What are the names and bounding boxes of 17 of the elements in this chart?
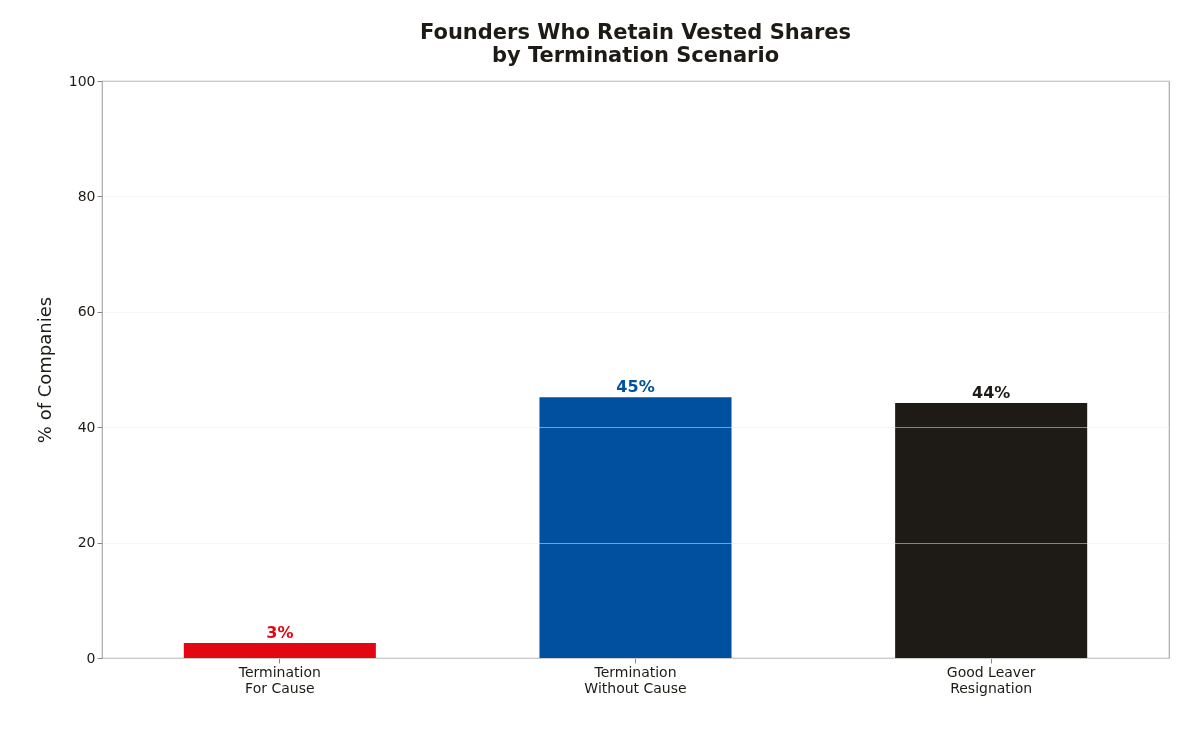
bar xyxy=(539,397,732,658)
y-axis-title: % of Companies xyxy=(33,296,55,444)
y-tick-label: 80 xyxy=(77,187,96,204)
y-tick-label: 60 xyxy=(77,303,96,320)
x-tick-label: Termination For Cause xyxy=(237,663,321,696)
y-tick-label: 40 xyxy=(77,418,96,435)
chart-title: Founders Who Retain Vested Shares by Termination Scenario xyxy=(419,20,852,67)
y-tick-label: 100 xyxy=(68,72,96,89)
y-tick-label: 0 xyxy=(86,649,96,666)
bar xyxy=(183,643,376,658)
data-label: 3% xyxy=(266,623,294,642)
data-label: 44% xyxy=(972,382,1011,402)
y-tick-label: 20 xyxy=(77,534,96,551)
x-tick-label: Termination Without Cause xyxy=(584,663,687,696)
bar xyxy=(895,402,1088,658)
data-label: 45% xyxy=(616,377,655,397)
x-tick-label: Good Leaver Resignation xyxy=(946,663,1036,696)
